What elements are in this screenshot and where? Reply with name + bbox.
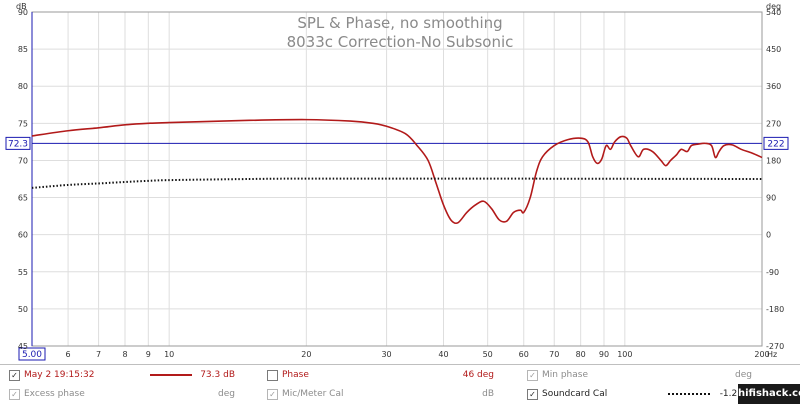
x-tick-label: 90	[599, 350, 609, 359]
spl-phase-chart[interactable]: 6 7 8 9 10 20 30 40 50 60 70 80 90 100 200 5.00 45 50 55 6…	[0, 0, 800, 364]
y-left-tick-label: 85	[18, 45, 28, 54]
y-left-unit: dB	[16, 2, 27, 11]
x-tick-label: 8	[122, 350, 127, 359]
x-tick-label: 7	[96, 350, 101, 359]
x-tick-label: 20	[301, 350, 311, 359]
y-left-tick-label: 55	[18, 268, 28, 277]
y-left-tick-label: 75	[18, 119, 28, 128]
cursor-label-right-box	[763, 136, 789, 150]
y-right-tick-label: -180	[766, 305, 784, 314]
legend-value-soundcard-cal: -1.2 dB	[719, 389, 752, 399]
y-right-tick-label: 360	[766, 82, 781, 91]
legend-label-measurement: May 2 19:15:32	[24, 370, 95, 380]
legend-value-min-phase: deg	[735, 370, 752, 380]
legend-checkbox-mic-cal: ✓	[267, 389, 278, 400]
y-right-tick-label: 450	[766, 45, 781, 54]
y-right-tick-label: -270	[766, 342, 784, 351]
x-start-box	[18, 347, 46, 361]
legend-checkbox-excess-phase: ✓	[9, 389, 20, 400]
y-left-tick-label: 90	[18, 8, 28, 17]
y-left-tick-label: 60	[18, 231, 28, 240]
series-measurement-line	[31, 118, 763, 225]
legend-label-phase: Phase	[282, 370, 309, 380]
x-tick-label: 60	[519, 350, 529, 359]
legend-label-mic-cal: Mic/Meter Cal	[282, 389, 344, 399]
watermark-badge: hifishack.com	[738, 384, 800, 404]
legend-checkbox-min-phase: ✓	[527, 370, 538, 381]
x-start-label: 5.00	[22, 350, 42, 360]
x-tick-label: 40	[438, 350, 448, 359]
legend-swatch-measurement	[150, 374, 192, 376]
y-left-tick-label: 50	[18, 305, 28, 314]
legend-value-excess-phase: deg	[218, 389, 235, 399]
cursor-label-right: 222	[767, 139, 784, 149]
legend-label-soundcard-cal: Soundcard Cal	[542, 389, 608, 399]
x-tick-label: 100	[617, 350, 632, 359]
legend-checkbox-phase[interactable]	[267, 370, 278, 381]
x-tick-label: 200	[754, 350, 769, 359]
cursor[interactable]: 72.3 222	[5, 12, 789, 346]
y-right-tick-label: 90	[766, 194, 776, 203]
legend-panel: ✓ May 2 19:15:32 73.3 dB Phase 46 deg ✓ …	[0, 364, 800, 405]
x-unit: Hz	[767, 350, 777, 359]
y-left-tick-label: 45	[18, 342, 28, 351]
x-tick-label: 10	[164, 350, 174, 359]
chart-subtitle: 8033c Correction-No Subsonic	[287, 33, 514, 51]
legend-value-measurement: 73.3 dB	[200, 370, 235, 380]
x-axis: 6 7 8 9 10 20 30 40 50 60 70 80 90 100 200 5.00	[18, 347, 770, 361]
y-axis-right: -270 -180 -90 0 90 180 270 360 450 540	[766, 8, 784, 351]
cursor-label-left: 72.3	[8, 139, 28, 149]
y-right-tick-label: -90	[766, 268, 779, 277]
series-layer	[31, 118, 763, 225]
x-tick-label: 70	[549, 350, 559, 359]
legend-checkbox-soundcard-cal[interactable]: ✓	[527, 389, 538, 400]
legend-value-phase: 46 deg	[462, 370, 494, 380]
y-right-tick-label: 180	[766, 156, 781, 165]
y-axis-left: 45 50 55 60 65 70 75 80 85 90	[18, 8, 28, 351]
y-right-tick-label: 540	[766, 8, 781, 17]
legend-row-2: ✓ Excess phase deg ✓ Mic/Meter Cal dB ✓ …	[0, 385, 780, 403]
legend-swatch-soundcard-cal	[668, 393, 710, 395]
x-tick-label: 50	[483, 350, 493, 359]
legend-row-1: ✓ May 2 19:15:32 73.3 dB Phase 46 deg ✓ …	[0, 366, 780, 384]
y-right-tick-label: 270	[766, 119, 781, 128]
legend-checkbox-measurement[interactable]: ✓	[9, 370, 20, 381]
y-left-tick-label: 70	[18, 156, 28, 165]
y-left-tick-label: 80	[18, 82, 28, 91]
y-left-tick-label: 65	[18, 194, 28, 203]
legend-label-min-phase: Min phase	[542, 370, 588, 380]
legend-value-mic-cal: dB	[482, 389, 494, 399]
chart-title: SPL & Phase, no smoothing	[297, 14, 502, 32]
x-tick-label: 9	[146, 350, 151, 359]
y-right-tick-label: 0	[766, 231, 771, 240]
x-tick-label: 30	[381, 350, 391, 359]
x-tick-label: 6	[66, 350, 71, 359]
legend-label-excess-phase: Excess phase	[24, 389, 85, 399]
series-soundcard-cal-line	[31, 177, 763, 189]
x-tick-label: 80	[576, 350, 586, 359]
y-right-unit: deg	[766, 2, 781, 11]
cursor-label-left-box	[5, 136, 31, 150]
